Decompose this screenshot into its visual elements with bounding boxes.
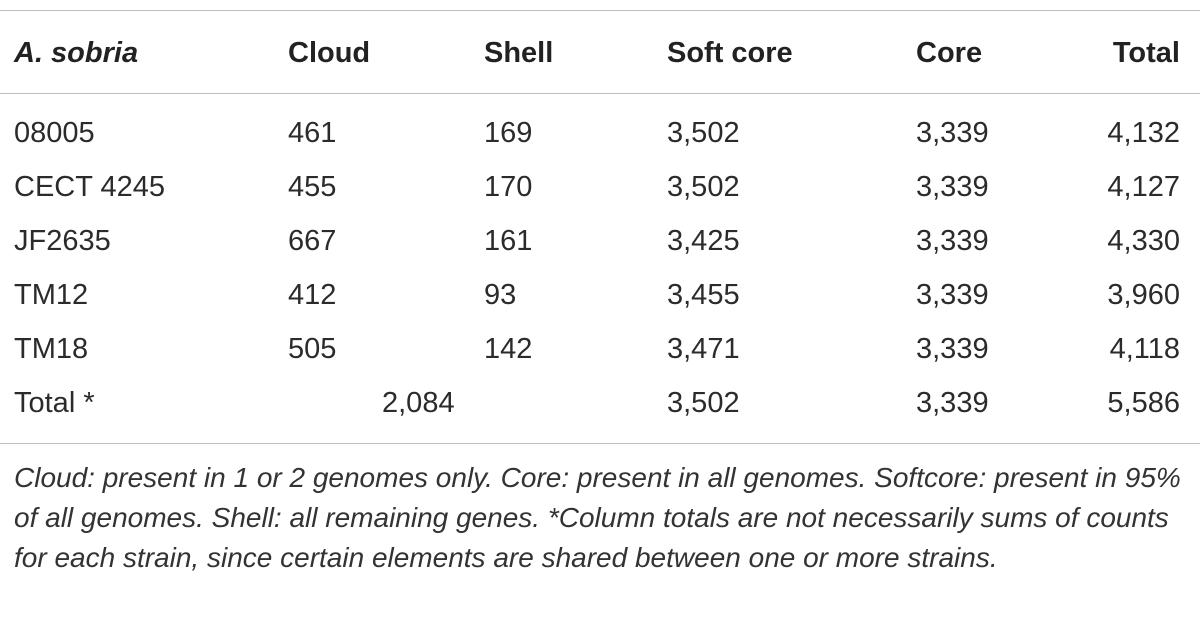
cell-core: 3,339: [916, 279, 989, 311]
cell-strain: TM12: [14, 279, 89, 311]
cell-total: 4,127: [1107, 171, 1180, 203]
cell-soft-core: 3,502: [667, 171, 740, 203]
total-label: Total *: [14, 387, 95, 419]
total-cloud-shell: 2,084: [382, 387, 455, 419]
cell-soft-core: 3,471: [667, 333, 740, 365]
header-soft-core: Soft core: [667, 37, 793, 69]
cell-strain: 08005: [14, 117, 95, 149]
cell-shell: 170: [484, 171, 533, 203]
cell-core: 3,339: [916, 171, 989, 203]
cell-total: 4,132: [1107, 117, 1180, 149]
cell-cloud: 461: [288, 117, 337, 149]
cell-shell: 93: [484, 279, 517, 311]
header-shell: Shell: [484, 37, 554, 69]
cell-strain: CECT 4245: [14, 171, 165, 203]
cell-core: 3,339: [916, 117, 989, 149]
cell-cloud: 667: [288, 225, 337, 257]
table-footnote: Cloud: present in 1 or 2 genomes only. C…: [14, 462, 1181, 573]
bottom-rule: [0, 443, 1200, 444]
cell-strain: TM18: [14, 333, 89, 365]
total-total: 5,586: [1107, 387, 1180, 419]
top-rule: [0, 10, 1200, 11]
cell-soft-core: 3,425: [667, 225, 740, 257]
total-soft-core: 3,502: [667, 387, 740, 419]
cell-shell: 169: [484, 117, 533, 149]
header-rule: [0, 93, 1200, 94]
header-strain: A. sobria: [14, 37, 139, 69]
cell-total: 4,330: [1107, 225, 1180, 257]
cell-cloud: 505: [288, 333, 337, 365]
cell-soft-core: 3,455: [667, 279, 740, 311]
header-cloud: Cloud: [288, 37, 371, 69]
cell-core: 3,339: [916, 225, 989, 257]
cell-soft-core: 3,502: [667, 117, 740, 149]
cell-total: 4,118: [1109, 333, 1180, 365]
cell-cloud: 412: [288, 279, 337, 311]
cell-total: 3,960: [1107, 279, 1180, 311]
cell-cloud: 455: [288, 171, 337, 203]
total-core: 3,339: [916, 387, 989, 419]
cell-strain: JF2635: [14, 225, 111, 257]
cell-shell: 142: [484, 333, 533, 365]
header-total: Total: [1112, 37, 1180, 69]
header-core: Core: [916, 37, 983, 69]
cell-shell: 161: [484, 225, 533, 257]
cell-core: 3,339: [916, 333, 989, 365]
